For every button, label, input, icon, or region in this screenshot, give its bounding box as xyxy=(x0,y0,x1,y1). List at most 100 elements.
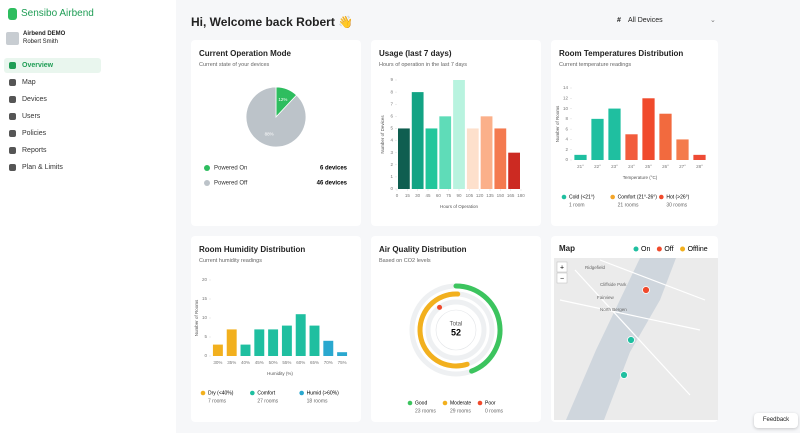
feedback-button[interactable]: Feedback xyxy=(754,413,798,428)
legend-name: Poor xyxy=(485,400,496,406)
legend-detail: 1 room xyxy=(569,202,585,208)
ring-track xyxy=(425,299,487,361)
place-label: Fairview xyxy=(597,295,615,300)
nav-item[interactable]: Reports xyxy=(4,143,101,158)
nav-icon xyxy=(9,62,16,69)
x-tick-label: 28° xyxy=(696,164,703,169)
legend-detail: 23 rooms xyxy=(415,408,436,414)
x-tick-label: 0 xyxy=(396,193,399,198)
y-tick-label: 15 xyxy=(202,296,208,301)
nav-icon xyxy=(9,164,16,171)
legend-name: Comfort xyxy=(257,390,275,396)
y-tick-label: 2 xyxy=(565,147,568,152)
legend-dot xyxy=(250,390,255,396)
bar xyxy=(398,128,410,189)
nav-item[interactable]: Devices xyxy=(4,92,101,107)
y-tick-label: 1 xyxy=(390,174,393,179)
x-tick-label: 40% xyxy=(241,360,250,365)
account[interactable]: Airbend DEMO xyxy=(23,31,66,37)
nav-icon xyxy=(9,96,16,103)
device-filter[interactable]: # All Devices ⌄ xyxy=(612,13,720,29)
bar xyxy=(240,344,251,356)
y-tick-label: 7 xyxy=(390,101,393,106)
y-tick-label: 12 xyxy=(563,95,569,100)
nav-icon xyxy=(9,113,16,120)
x-tick-label: 45% xyxy=(255,360,264,365)
legend-name: Comfort (21°-26°) xyxy=(618,194,658,200)
card-subtitle: Current temperature readings xyxy=(559,62,632,68)
x-tick-label: 50% xyxy=(269,360,278,365)
bar xyxy=(508,152,520,189)
bar xyxy=(625,134,638,160)
x-tick-label: 60 xyxy=(436,193,442,198)
y-tick-label: 0 xyxy=(390,186,393,191)
bar xyxy=(453,80,465,189)
bar xyxy=(591,118,604,160)
nav-item[interactable]: Overview xyxy=(4,58,101,73)
bar xyxy=(693,154,706,160)
bar xyxy=(268,329,279,356)
greeting: Hi, Welcome back Robert 👋 xyxy=(191,15,354,29)
map-marker xyxy=(620,371,628,379)
y-tick-label: 20 xyxy=(202,277,208,282)
zoom-label: − xyxy=(560,275,564,282)
legend-name: Cold (<21°) xyxy=(569,194,595,200)
x-tick-label: 180 xyxy=(517,193,525,198)
nav-item[interactable]: Users xyxy=(4,109,101,124)
place-label: North Bergen xyxy=(600,307,627,312)
y-axis-title: Number of Rooms xyxy=(555,105,560,142)
place-label: Cliffside Park xyxy=(600,282,627,287)
bar xyxy=(281,325,292,356)
bar xyxy=(466,128,479,189)
legend-name: Good xyxy=(415,400,427,406)
map-legend-label: Off xyxy=(664,246,673,253)
bar xyxy=(226,329,237,356)
x-tick-label: 65% xyxy=(310,360,319,365)
card-subtitle: Current state of your devices xyxy=(199,62,270,68)
bar xyxy=(295,314,306,356)
card-subtitle: Hours of operation in the last 7 days xyxy=(379,62,468,68)
chevron: ⌄ xyxy=(710,17,716,24)
x-tick-label: 75% xyxy=(338,360,347,365)
x-tick-label: 165 xyxy=(507,193,515,198)
x-tick-label: 30 xyxy=(415,193,421,198)
zoom-button[interactable] xyxy=(556,272,568,284)
legend-dot xyxy=(204,180,210,186)
y-tick-label: 5 xyxy=(390,126,393,131)
ring-arc xyxy=(417,291,470,369)
river xyxy=(566,258,676,420)
bar xyxy=(337,352,348,356)
y-axis-title: Number of Devices xyxy=(380,115,385,154)
bar xyxy=(642,98,655,160)
x-tick-label: 150 xyxy=(497,193,505,198)
legend-name: Humid (>60%) xyxy=(307,390,339,396)
logo xyxy=(8,8,17,20)
map-legend-label: Offline xyxy=(688,246,708,253)
map-title: Map xyxy=(559,244,575,253)
bar xyxy=(411,92,424,189)
card-title: Room Humidity Distribution xyxy=(199,245,306,254)
slice-label: 12% xyxy=(278,97,287,102)
x-tick-label: 21° xyxy=(577,164,584,169)
nav-item[interactable]: Plan & Limits xyxy=(4,160,101,175)
zoom-button[interactable] xyxy=(556,261,568,273)
map-marker xyxy=(627,336,635,344)
bar xyxy=(323,340,334,356)
ring-arc xyxy=(453,283,503,374)
nav-item[interactable]: Map xyxy=(4,75,101,90)
slice-label: 88% xyxy=(265,131,274,136)
x-tick-label: 15 xyxy=(405,193,411,198)
chart-card: Air Quality Distribution Based on CO2 lev… xyxy=(371,236,541,422)
y-tick-label: 9 xyxy=(390,77,393,82)
x-tick-label: 35% xyxy=(227,360,236,365)
card-subtitle: Based on CO2 levels xyxy=(379,258,431,264)
x-tick-label: 70% xyxy=(324,360,333,365)
brand: Sensibo Airbend xyxy=(21,8,94,19)
x-tick-label: 30% xyxy=(213,360,222,365)
y-tick-label: 0 xyxy=(565,157,568,162)
nav-item[interactable]: Policies xyxy=(4,126,101,141)
legend-dot xyxy=(407,400,413,406)
nav-icon xyxy=(9,79,16,86)
